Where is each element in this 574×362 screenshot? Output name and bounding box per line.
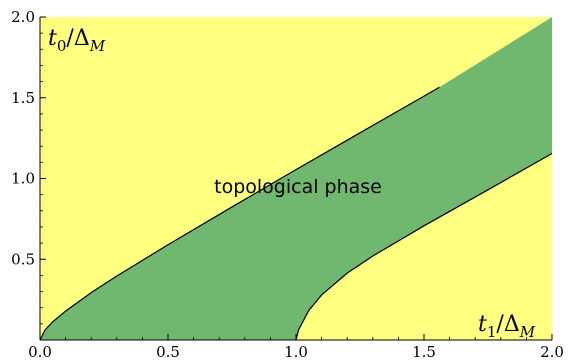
y-tick-label: 2.0 bbox=[11, 8, 35, 26]
ticks: 0.0 0.5 1.0 1.5 2.0 0.5 1.0 1.5 2.0 bbox=[11, 8, 564, 361]
x-axis-title: t1/ΔM bbox=[478, 312, 536, 341]
y-tick-label: 1.0 bbox=[11, 170, 35, 188]
x-tick-label: 1.5 bbox=[412, 343, 436, 361]
topological-region bbox=[40, 17, 552, 340]
topological-phase-label: topological phase bbox=[214, 176, 382, 198]
lower-boundary-line bbox=[295, 152, 553, 341]
x-tick-label: 2.0 bbox=[540, 343, 564, 361]
y-axis-title: t0/ΔM bbox=[48, 26, 106, 55]
phase-boundaries bbox=[39, 86, 553, 341]
x-tick-label: 0.5 bbox=[156, 343, 180, 361]
y-tick-label: 0.5 bbox=[11, 250, 35, 268]
x-tick-label: 1.0 bbox=[284, 343, 308, 361]
y-tick-label: 1.5 bbox=[11, 89, 35, 107]
upper-boundary-line bbox=[39, 86, 440, 341]
plot-regions bbox=[40, 17, 552, 340]
x-tick-label: 0.0 bbox=[28, 343, 52, 361]
